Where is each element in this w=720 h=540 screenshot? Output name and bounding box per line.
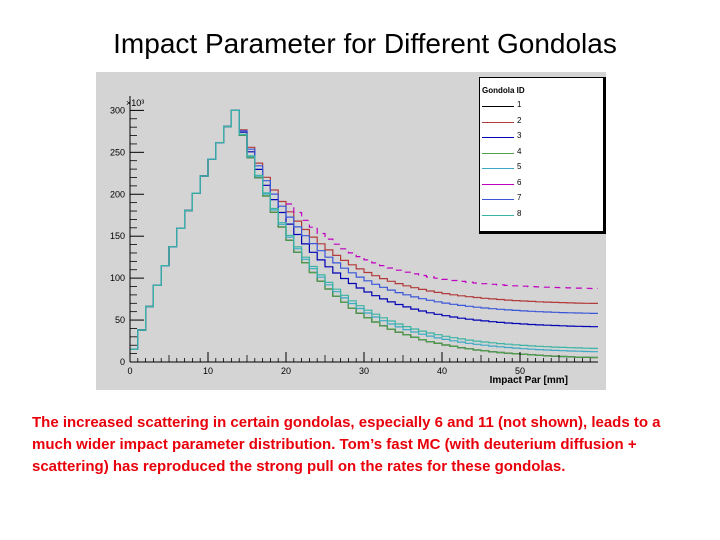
histogram-chart: 0 50 100 150 200 250 300 0 10 20 30 40 50 ×10³ Impac… bbox=[96, 72, 606, 390]
x-tick-label: 0 bbox=[127, 366, 132, 376]
legend-swatch bbox=[482, 214, 514, 216]
legend-item-gondola-4: 4 bbox=[480, 147, 600, 161]
legend-title: Gondola ID bbox=[482, 86, 525, 95]
x-tick-label: 10 bbox=[203, 366, 213, 376]
chart-svg: 0 50 100 150 200 250 300 0 10 20 30 40 50 ×10³ Impac… bbox=[110, 96, 598, 386]
legend-item-gondola-6: 6 bbox=[480, 178, 600, 192]
y-tick-label: 150 bbox=[110, 231, 125, 241]
x-axis-label: Impact Par [mm] bbox=[490, 375, 568, 386]
axes-layer: 0 50 100 150 200 250 300 0 10 20 30 40 50 bbox=[110, 96, 598, 376]
legend-item-gondola-1: 1 bbox=[480, 100, 600, 114]
legend-swatch bbox=[482, 137, 514, 138]
legend-swatch bbox=[482, 106, 514, 107]
series-layer bbox=[130, 109, 598, 359]
legend-swatch bbox=[482, 121, 514, 123]
y-tick-label: 50 bbox=[115, 315, 125, 325]
legend-label: 8 bbox=[517, 208, 522, 218]
slide-title: Impact Parameter for Different Gondolas bbox=[113, 28, 617, 59]
legend-label: 2 bbox=[517, 115, 522, 125]
legend-item-gondola-2: 2 bbox=[480, 116, 600, 130]
y-tick-label: 100 bbox=[110, 273, 125, 283]
legend-item-gondola-5: 5 bbox=[480, 162, 600, 176]
x-tick-label: 20 bbox=[281, 366, 291, 376]
legend-swatch bbox=[482, 199, 514, 200]
x-tick-label: 50 bbox=[515, 366, 525, 376]
y-tick-label: 200 bbox=[110, 189, 125, 199]
legend-label: 1 bbox=[517, 100, 522, 109]
legend-item-gondola-8: 8 bbox=[480, 209, 600, 223]
y-tick-label: 0 bbox=[120, 357, 125, 367]
slide-caption: The increased scattering in certain gond… bbox=[32, 414, 661, 475]
legend-label: 3 bbox=[517, 131, 522, 140]
legend-item-gondola-7: 7 bbox=[480, 193, 600, 207]
legend-label: 7 bbox=[517, 193, 522, 202]
y-tick-label: 300 bbox=[110, 105, 125, 115]
y-tick-label: 250 bbox=[110, 147, 125, 157]
x-tick-label: 30 bbox=[359, 366, 369, 376]
legend-swatch bbox=[482, 168, 514, 169]
legend-label: 4 bbox=[517, 146, 522, 156]
legend-label: 6 bbox=[517, 177, 522, 187]
legend-swatch bbox=[482, 152, 514, 154]
series-line-gondola-8 bbox=[130, 109, 598, 350]
y-multiplier-label: ×10³ bbox=[126, 98, 144, 108]
legend: Gondola ID 1 2 3 4 5 6 7 8 bbox=[479, 77, 606, 234]
series-line-gondola-6 bbox=[286, 203, 598, 290]
x-tick-label: 40 bbox=[437, 366, 447, 376]
legend-label: 5 bbox=[517, 162, 522, 171]
legend-item-gondola-3: 3 bbox=[480, 131, 600, 145]
legend-swatch bbox=[482, 183, 514, 185]
